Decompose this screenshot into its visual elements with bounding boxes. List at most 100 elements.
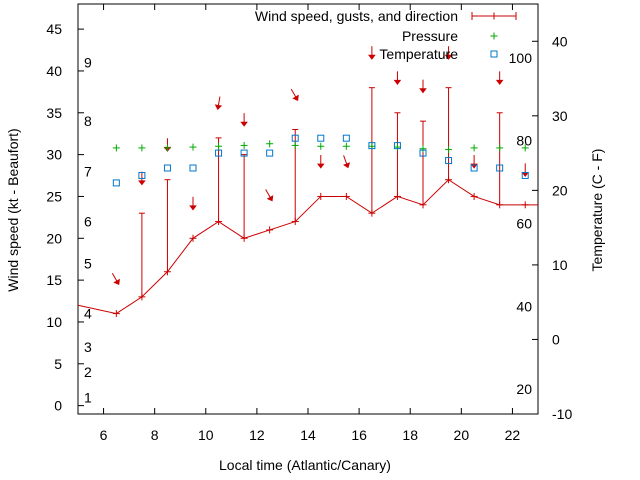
temperature-point [266,149,274,157]
y-tick-label-left: 35 [46,105,62,121]
temperature-point [445,157,453,165]
legend-label-temperature: Temperature [379,46,458,62]
pressure-point [291,141,299,149]
pressure-point [496,144,504,152]
y-tick-label-right-f: 80 [516,133,532,149]
y-tick-label-right-f: 40 [516,298,532,314]
x-tick-label: 18 [402,427,418,443]
y-tick-label-left: 25 [46,188,62,204]
beaufort-label: 4 [84,306,92,322]
y-tick-label-right-c: 40 [552,33,568,49]
direction-arrow [265,189,274,202]
beaufort-label: 1 [84,389,92,405]
y-tick-label-right-c: 20 [552,182,568,198]
x-axis-label: Local time (Atlantic/Canary) [219,457,391,473]
wind-speed-point [189,234,197,242]
direction-arrow [316,154,325,169]
direction-arrow [470,154,478,169]
direction-arrow [521,163,530,178]
pressure-point [138,144,146,152]
y-tick-label-left: 15 [46,272,62,288]
legend-point-pressure [490,32,498,40]
temperature-point [317,134,325,142]
temperature-point [342,134,350,142]
y-axis-label-left: Wind speed (kt - Beaufort) [5,128,21,291]
legend-point-temperature [490,50,498,58]
pressure-point [215,142,223,150]
pressure-point [317,142,325,150]
pressure-point [266,140,274,148]
beaufort-label: 8 [84,113,92,129]
legend-point-wind [490,12,498,20]
pressure-point [112,144,120,152]
wind-speed-point [240,234,248,242]
wind-speed-point [445,176,453,184]
legend-symbol-wind [471,12,517,20]
temperature-point [496,164,504,172]
direction-arrow-head [113,278,120,286]
wind-speed-point [138,293,146,301]
y-tick-label-left: 45 [46,21,62,37]
wind-speed-point [393,192,401,200]
y-tick-label-left: 20 [46,230,62,246]
temperature-point [368,142,376,150]
temperature-point [240,149,248,157]
pressure-point [470,144,478,152]
direction-arrow [111,272,120,286]
beaufort-label: 9 [84,55,92,71]
beaufort-label: 2 [84,364,92,380]
direction-arrow-head [444,54,453,60]
wind-speed-point [470,192,478,200]
beaufort-label: 5 [84,255,92,271]
wind-speed-point [368,209,376,217]
x-tick-label: 10 [198,427,214,443]
direction-arrow [444,46,453,60]
y-tick-label-right-c: 30 [552,108,568,124]
temperature-point [138,171,146,179]
direction-arrow [495,71,504,85]
direction-arrow [368,46,376,60]
wind-speed-point [215,218,223,226]
temperature-point [419,149,427,157]
wind-speed-point [112,310,120,318]
y-tick-label-right-c: -10 [552,406,572,422]
direction-arrow-head [393,79,402,85]
direction-arrow [240,113,248,127]
pressure-point [240,141,248,149]
wind-speed-point [317,192,325,200]
direction-arrow-head [342,162,351,169]
x-tick-label: 12 [249,427,265,443]
direction-arrow [342,155,351,169]
direction-arrow-head [189,205,197,211]
pressure-point [393,143,401,151]
wind-speed-point [419,201,427,209]
temperature-point [470,164,478,172]
direction-arrow-head [214,104,223,110]
y-tick-label-left: 0 [54,398,62,414]
pressure-point [163,144,171,152]
temperature-point [291,134,299,142]
temperature-point [215,149,223,157]
y-tick-label-right-c: 10 [552,257,568,273]
x-tick-label: 20 [454,427,470,443]
wind-speed-point [342,192,350,200]
direction-arrow-head [138,180,146,186]
legend-symbol-pressure [490,32,498,40]
direction-arrow-head [292,94,299,101]
legend-symbol-temperature [490,50,498,58]
pressure-point [189,143,197,151]
temperature-point [393,142,401,150]
pressure-point [419,145,427,153]
y-tick-label-right-f: 20 [516,381,532,397]
y-tick-label-right-c: 0 [552,331,560,347]
direction-arrow-head [495,79,504,85]
y-tick-label-left: 30 [46,147,62,163]
direction-arrow-head [266,195,274,202]
beaufort-label: 3 [84,339,92,355]
x-tick-label: 14 [300,427,316,443]
direction-arrow-head [316,163,325,169]
direction-arrow [290,88,299,101]
axis-ticks: 6 8 10 12 14 16 18 20 22051015202530354045123456… [46,4,572,443]
y-tick-label-right-f: 100 [509,50,533,66]
y-tick-label-left: 40 [46,63,62,79]
